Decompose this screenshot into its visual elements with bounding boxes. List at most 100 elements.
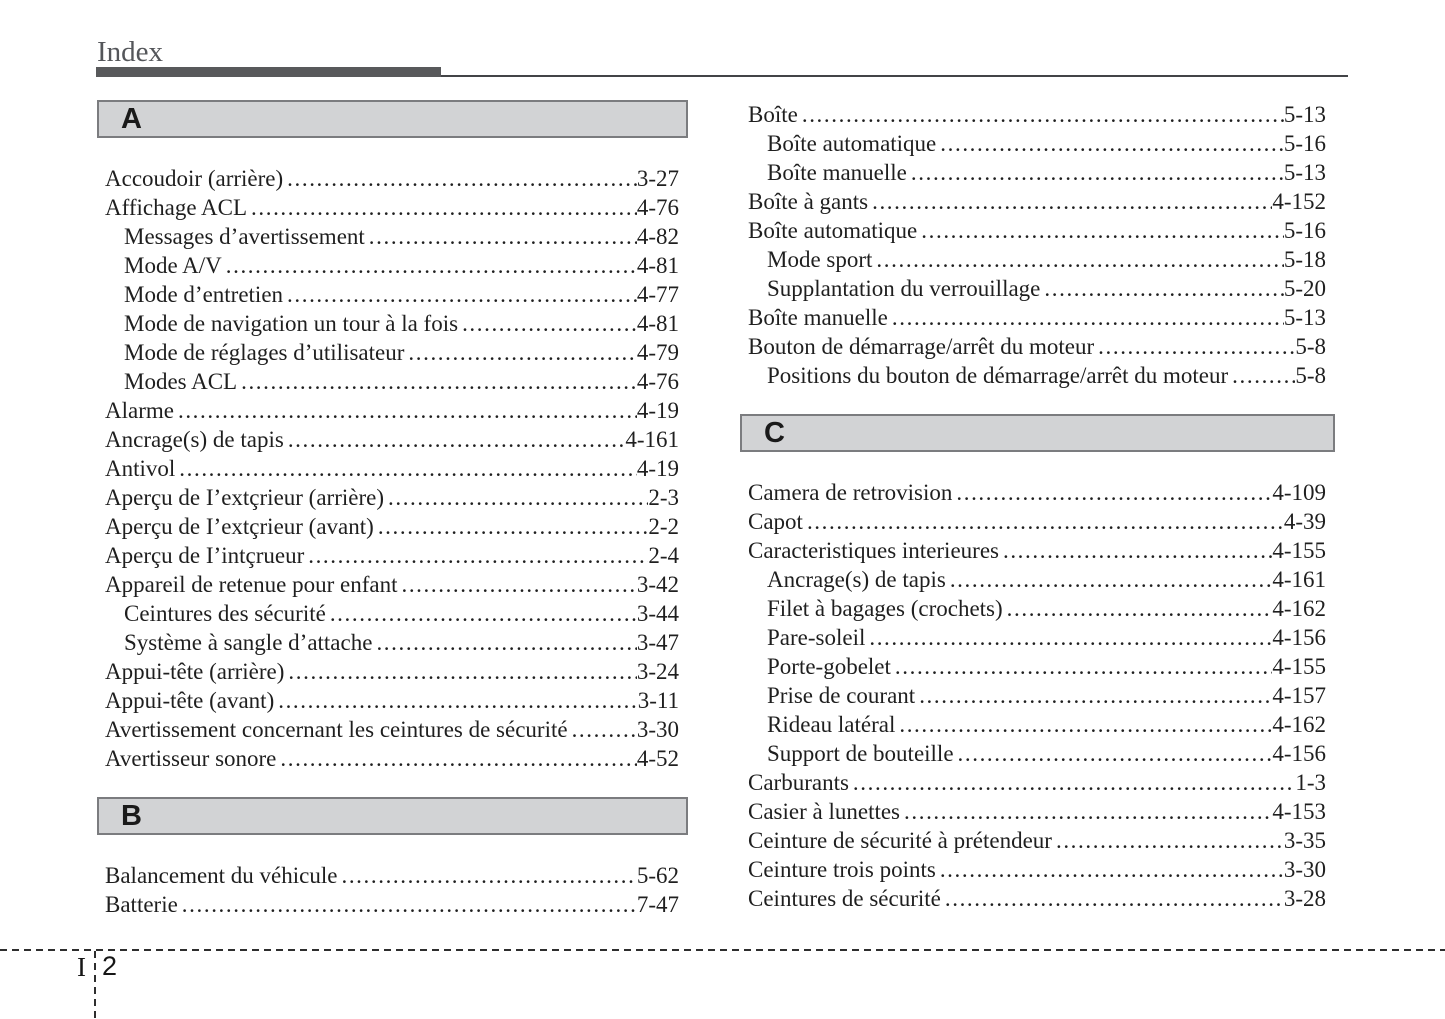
entry-page-number: 4-79 (636, 340, 679, 365)
entry-page-number: 3-30 (1283, 857, 1326, 882)
dot-leader (376, 628, 636, 657)
footer-dashed-vertical-line (94, 951, 96, 1019)
entry-page-number: 4-156 (1272, 625, 1326, 650)
dot-leader (369, 222, 637, 251)
entry-page-number: 5-13 (1283, 102, 1326, 127)
index-entry: Mode de réglages d’utilisateur 4-79 (105, 338, 679, 367)
entry-page-number: 5-8 (1295, 363, 1326, 388)
index-entry: Mode d’entretien 4-77 (105, 280, 679, 309)
entry-label: Capot (748, 509, 803, 534)
entry-label: Rideau latéral (767, 712, 896, 737)
entry-label: Mode A/V (124, 253, 222, 278)
dot-leader (178, 396, 637, 425)
header-rule (441, 75, 1348, 77)
footer-page-number: 2 (102, 951, 118, 981)
index-entry: Prise de courant 4-157 (748, 681, 1326, 710)
index-entry: Ancrage(s) de tapis 4-161 (748, 565, 1326, 594)
dot-leader (895, 652, 1272, 681)
entry-page-number: 4-155 (1272, 538, 1326, 563)
entry-label: Boîte automatique (748, 218, 918, 243)
entry-group: Boîte 5-13 Boîte automatique 5-16 Boîte manu… (740, 100, 1335, 390)
section-header-a: A (97, 100, 688, 138)
index-entry: Appui-tête (arrière) 3-24 (105, 657, 679, 686)
entry-page-number: 3-42 (636, 572, 679, 597)
footer-dashed-horizontal-line (0, 949, 1445, 951)
dot-leader (919, 681, 1272, 710)
entry-group: Camera de retrovision4-109Capot4-39Carac… (740, 478, 1335, 913)
entry-label: Balancement du véhicule (105, 863, 338, 888)
entry-label: Boîte (748, 102, 798, 127)
title-underline-bar (96, 67, 441, 77)
entry-label: Boîte à gants (748, 189, 869, 214)
entry-page-number: 3-28 (1283, 886, 1326, 911)
entry-page-number: 3-30 (636, 717, 679, 742)
entry-label: Bouton de démarrage/arrêt du moteur (748, 334, 1095, 359)
entry-label: Positions du bouton de démarrage/arrêt d… (767, 363, 1229, 388)
index-entry: Boîte automatique 5-16 (748, 216, 1326, 245)
dot-leader (408, 338, 636, 367)
entry-page-number: 4-152 (1272, 189, 1326, 214)
entry-page-number: 5-13 (1283, 160, 1326, 185)
index-entry: Avertissement concernant les ceintures d… (105, 715, 679, 744)
entry-label: Ceinture de sécurité à prétendeur (748, 828, 1052, 853)
entry-page-number: 4-76 (636, 369, 679, 394)
entry-page-number: 4-77 (636, 282, 679, 307)
entry-label: Ceintures de sécurité (748, 886, 941, 911)
entry-group: Balancement du véhicule 5-62 Batterie 7-47 (97, 861, 688, 919)
entry-page-number: 4-153 (1272, 799, 1326, 824)
entry-page-number: 3-44 (636, 601, 679, 626)
index-entry: Alarme 4-19 (105, 396, 679, 425)
index-entry: Ceintures de sécurité 3-28 (748, 884, 1326, 913)
page-title: Index (97, 36, 164, 68)
entry-page-number: 5-20 (1283, 276, 1326, 301)
entry-label: Appareil de retenue pour enfant (105, 572, 398, 597)
entry-label: Ancrage(s) de tapis (767, 567, 946, 592)
index-entry: Rideau latéral 4-162 (748, 710, 1326, 739)
entry-page-number: 4-155 (1272, 654, 1326, 679)
index-entry: Mode sport 5-18 (748, 245, 1326, 274)
entry-page-number: 5-13 (1283, 305, 1326, 330)
entry-label: Antivol (105, 456, 176, 481)
entry-label: Avertisseur sonore (105, 746, 277, 771)
entry-page-number: 7-47 (636, 892, 679, 917)
entry-label: Casier à lunettes (748, 799, 901, 824)
dot-leader (401, 570, 636, 599)
dot-leader (462, 309, 637, 338)
index-entry: Ancrage(s) de tapis 4-161 (105, 425, 679, 454)
index-entry: Boîte à gants 4-152 (748, 187, 1326, 216)
entry-label: Carburants (748, 770, 849, 795)
index-entry: Pare-soleil 4-156 (748, 623, 1326, 652)
entry-page-number: 5-8 (1295, 334, 1326, 359)
index-entry: Casier à lunettes 4-153 (748, 797, 1326, 826)
index-entry: Boîte manuelle 5-13 (748, 303, 1326, 332)
dot-leader (287, 280, 637, 309)
dot-leader (921, 216, 1284, 245)
dot-leader (904, 797, 1272, 826)
index-entry: Boîte manuelle 5-13 (748, 158, 1326, 187)
entry-page-number: 5-16 (1283, 218, 1326, 243)
entry-page-number: 4-157 (1272, 683, 1326, 708)
dot-leader (179, 454, 637, 483)
index-entry: Appui-tête (avant) 3-11 (105, 686, 679, 715)
entry-page-number: 4-52 (636, 746, 679, 771)
dot-leader (945, 884, 1284, 913)
entry-label: Boîte manuelle (767, 160, 907, 185)
index-entry: Aperçu de I’intçrueur 2-4 (105, 541, 679, 570)
index-entry: Affichage ACL 4-76 (105, 193, 679, 222)
entry-label: Modes ACL (124, 369, 238, 394)
index-entry: Avertisseur sonore 4-52 (105, 744, 679, 773)
entry-page-number: 3-35 (1283, 828, 1326, 853)
entry-page-number: 4-162 (1272, 712, 1326, 737)
dot-leader (1098, 332, 1295, 361)
index-entry: Aperçu de I’extçrieur (avant) 2-2 (105, 512, 679, 541)
index-entry: Camera de retrovision 4-109 (748, 478, 1326, 507)
entry-label: Alarme (105, 398, 174, 423)
entry-page-number: 2-2 (648, 514, 679, 539)
dot-leader (892, 303, 1284, 332)
entry-label: Prise de courant (767, 683, 916, 708)
index-entry: Caracteristiques interieures 4-155 (748, 536, 1326, 565)
index-entry: Balancement du véhicule 5-62 (105, 861, 679, 890)
index-entry: Porte-gobelet 4-155 (748, 652, 1326, 681)
dot-leader (950, 565, 1273, 594)
entry-label: Aperçu de I’extçrieur (avant) (105, 514, 374, 539)
